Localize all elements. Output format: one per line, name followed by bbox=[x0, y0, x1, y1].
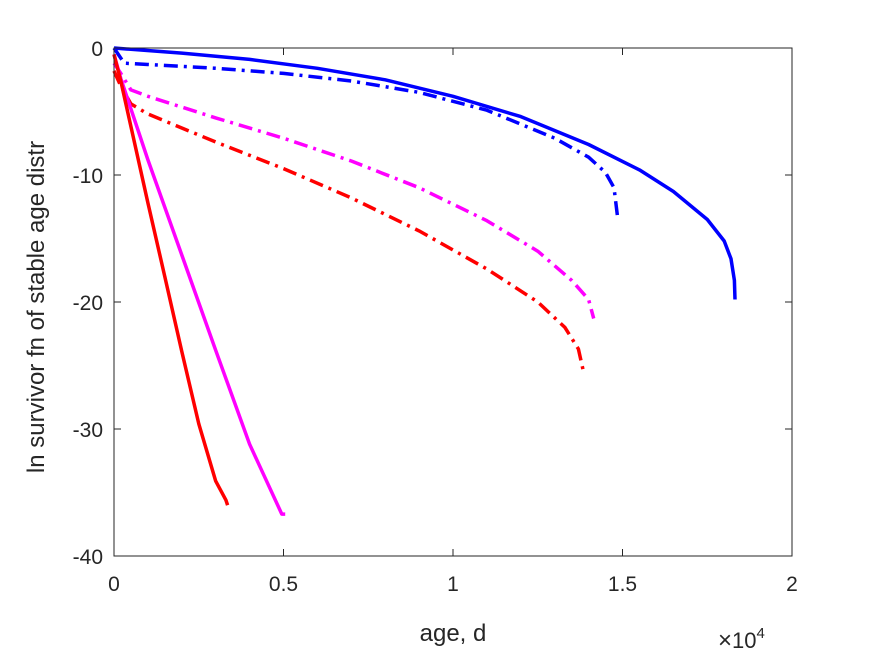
x-axis-multiplier: ×104 bbox=[718, 625, 765, 654]
y-tick-label: -20 bbox=[73, 292, 103, 315]
y-axis-label: ln survivor fn of stable age distr bbox=[23, 141, 50, 473]
y-tick-label: -40 bbox=[73, 546, 103, 569]
x-tick-label: 2 bbox=[786, 573, 798, 596]
y-tick-label: -10 bbox=[73, 165, 103, 188]
series-line-5 bbox=[112, 53, 286, 516]
x-tick-label: 1 bbox=[447, 573, 459, 596]
series-line-6 bbox=[112, 53, 230, 506]
series-line-1 bbox=[113, 46, 737, 300]
series-line-3 bbox=[112, 62, 596, 319]
y-ticks: 0 -10 -20 -30 -40 bbox=[73, 38, 792, 569]
y-tick-label: -30 bbox=[73, 419, 103, 442]
x-tick-label: 0 bbox=[108, 573, 120, 596]
y-tick-label: 0 bbox=[91, 38, 103, 61]
x-ticks: 0 0.5 1 1.5 2 bbox=[108, 48, 798, 596]
plot-lines bbox=[112, 46, 737, 516]
x-tick-label: 1.5 bbox=[608, 573, 637, 596]
series-line-2 bbox=[112, 47, 620, 216]
x-axis-label: age, d bbox=[420, 620, 487, 647]
x-tick-label: 0.5 bbox=[269, 573, 298, 596]
